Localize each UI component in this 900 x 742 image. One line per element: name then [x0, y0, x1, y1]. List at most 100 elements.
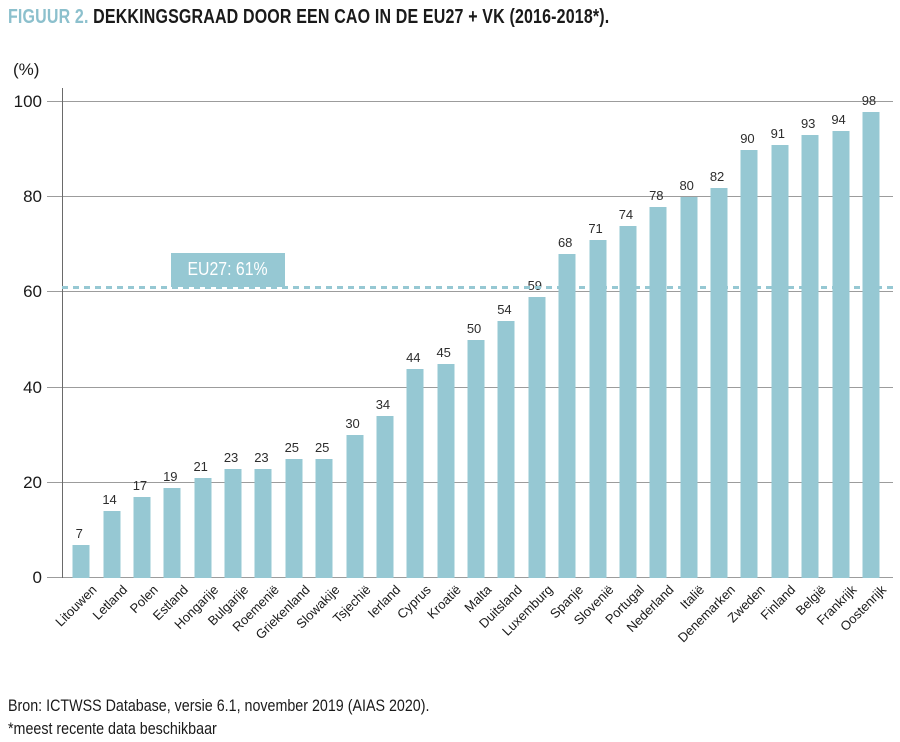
gridline-60 [47, 291, 893, 293]
bar-slot: 80 Italië [674, 102, 707, 612]
reference-layer: EU27: 61% [62, 102, 896, 578]
bar-slot: 54 Duitsland [476, 102, 525, 631]
bar-value-label: 44 [406, 349, 421, 365]
bar-slowakije [315, 459, 333, 578]
bar-zweden [740, 149, 758, 578]
bar-slot: 78 Nederland [624, 102, 677, 635]
bar-value-label: 21 [193, 459, 208, 475]
bar-slot: 91 Finland [758, 102, 799, 623]
bar-ierland [376, 416, 394, 578]
bar-slot: 17 Polen [126, 102, 160, 616]
bar-value-label: 94 [831, 111, 846, 127]
bar-griekenland [285, 459, 303, 578]
bar-slovenië [589, 240, 607, 578]
bar-value-label: 74 [618, 206, 634, 222]
bar-value-label: 90 [740, 130, 755, 146]
bar-value-label: 17 [132, 478, 148, 494]
bar-value-label: 91 [770, 125, 786, 141]
y-axis-tick-label: 40 [23, 377, 42, 397]
bar-slot: 23 Roemenië [230, 102, 283, 635]
bar-slot: 7 Litouwen [52, 102, 99, 630]
bar-value-label: 19 [163, 468, 178, 484]
bar-hongarije [194, 478, 212, 578]
y-axis-line [62, 88, 63, 578]
bar-duitsland [497, 320, 515, 578]
bar-slot: 19 Estland [150, 102, 191, 624]
bar-slot: 90 Zweden [725, 102, 768, 626]
figure-number: FIGUUR 2. [8, 6, 89, 28]
bar-tsjechië [346, 435, 364, 578]
bar-slot: 74 Portugal [602, 102, 647, 627]
bar-polen [133, 497, 151, 578]
gridline-80 [47, 196, 893, 198]
bar-slot: 71 Slovenië [570, 102, 616, 628]
y-axis-tick-label: 100 [13, 92, 42, 111]
bar-portugal [619, 225, 637, 578]
bar-roemenië [254, 468, 272, 578]
bar-finland [771, 144, 789, 578]
bar-slot: 98 Oostenrijk [838, 93, 890, 634]
bar-value-label: 30 [345, 416, 360, 432]
y-axis-unit-label: (%) [13, 60, 40, 79]
x-axis-label: Litouwen [52, 582, 100, 630]
bar-cyprus [406, 368, 424, 578]
bar-value-label: 7 [75, 525, 83, 541]
source-line: Bron: ICTWSS Database, versie 6.1, novem… [8, 696, 430, 715]
bar-value-label: 78 [649, 187, 664, 203]
plot-area: 0 20 40 60 80 100 7 Litouwen 14 Letland 17 Polen 19… [14, 88, 896, 646]
source-note: Bron: ICTWSS Database, versie 6.1, novem… [8, 694, 429, 740]
bar-slot: 21 Hongarije [171, 102, 221, 632]
bar-slot: 45 Kroatië [425, 102, 465, 622]
bar-nederland [649, 206, 667, 578]
figure-title: FIGUUR 2. DEKKINGSGRAAD DOOR EEN CAO IN … [8, 6, 609, 29]
bar-value-label: 14 [102, 492, 117, 508]
bar-luxemburg [528, 297, 546, 578]
bar-value-label: 25 [284, 440, 300, 455]
eu-average-label-box: EU27: 61% [171, 252, 285, 287]
eu-average-label: EU27: 61% [187, 259, 269, 280]
bar-slot: 25 Slowakije [293, 102, 342, 631]
bar-slot: 30 Tsjechië [329, 102, 373, 626]
figure-title-text: DEKKINGSGRAAD DOOR EEN CAO IN DE EU27 + … [93, 6, 610, 28]
y-axis-tick-label: 80 [23, 187, 42, 207]
x-axis-label: Kroatië [424, 582, 465, 622]
y-axis-tick-label: 0 [32, 568, 42, 587]
bar-value-label: 93 [800, 116, 816, 132]
bar-value-label: 23 [223, 449, 239, 465]
bar-estland [163, 487, 181, 578]
bar-denemarken [710, 187, 728, 578]
eu-average-dashed-line [62, 285, 896, 289]
bar-value-label: 80 [679, 178, 694, 194]
bar-slot: 82 Denemarken [674, 102, 737, 646]
bar-value-label: 23 [254, 449, 269, 465]
bar-letland [103, 511, 121, 578]
bar-value-label: 50 [466, 321, 482, 336]
y-axis-tick-label: 60 [23, 282, 42, 302]
bar-slot: 23 Bulgarije [205, 102, 251, 629]
bars-layer: 7 Litouwen 14 Letland 17 Polen 19 Estland 21 Hong… [52, 93, 893, 646]
bar-litouwen [72, 544, 90, 578]
bar-value-label: 71 [588, 221, 603, 237]
bar-oostenrijk [862, 111, 880, 578]
bar-slot: 25 Griekenland [252, 102, 312, 642]
bar-slot: 50 Malta [461, 102, 495, 615]
bar-slot: 93 België [793, 102, 829, 618]
bar-value-label: 68 [557, 235, 573, 251]
bar-value-label: 54 [497, 301, 512, 317]
bar-value-label: 98 [861, 92, 877, 108]
bar-malta [467, 340, 485, 578]
bar-italië [680, 197, 698, 578]
footnote-line: *meest recente data beschikbaar [8, 719, 217, 738]
bar-slot: 68 Spanje [547, 102, 586, 621]
bar-value-label: 34 [375, 397, 391, 413]
bar-bulgarije [224, 468, 242, 578]
bar-frankrijk [832, 130, 850, 578]
bar-value-label: 45 [436, 344, 451, 360]
bar-belgië [801, 135, 819, 578]
y-axis-tick-label: 20 [23, 472, 42, 492]
bar-spanje [558, 254, 576, 578]
gridline-100 [47, 101, 893, 102]
bar-slot: 94 Frankrijk [813, 102, 859, 628]
bar-kroatië [437, 363, 455, 578]
